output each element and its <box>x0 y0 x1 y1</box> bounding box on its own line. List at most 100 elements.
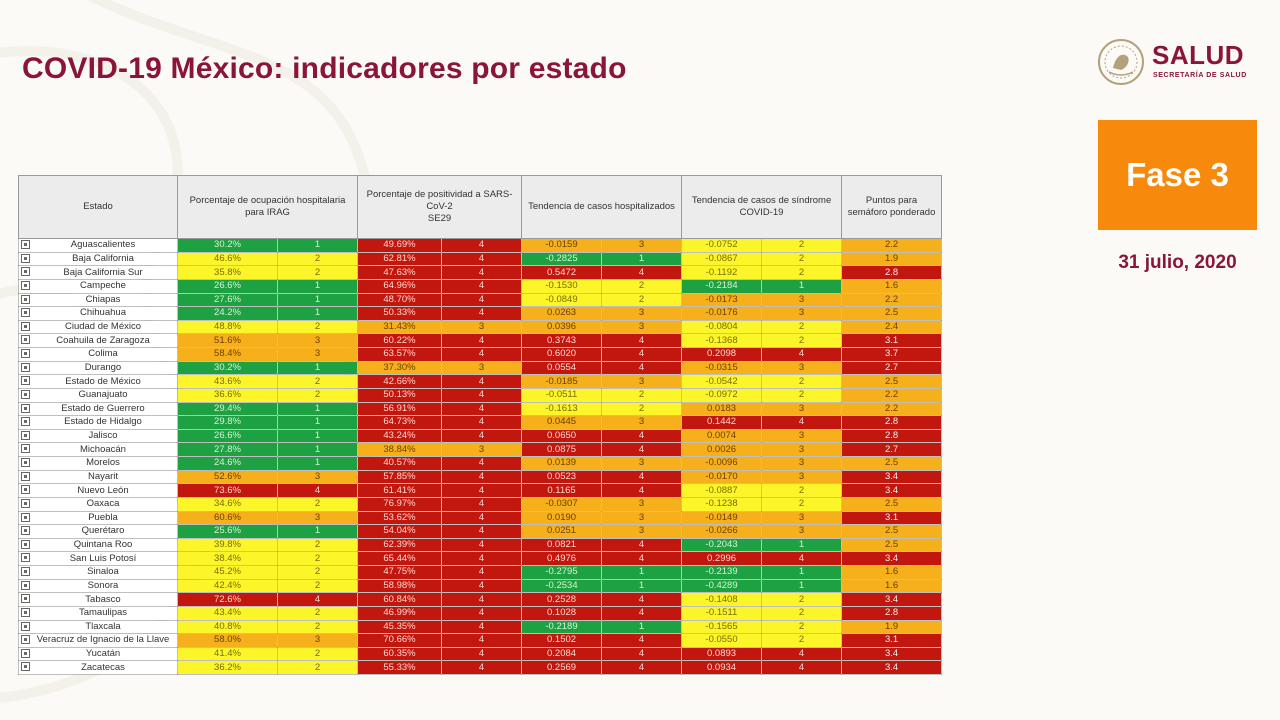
hospitalizados-score: 3 <box>601 306 683 321</box>
state-cell: Estado de México <box>18 374 178 389</box>
ocupacion-score: 1 <box>276 442 359 457</box>
sindrome-value: -0.0887 <box>681 483 763 498</box>
positividad-score: 4 <box>441 306 523 321</box>
sindrome-value: -0.0170 <box>681 469 763 485</box>
map-icon <box>21 498 30 508</box>
hospitalizados-value: -0.2189 <box>521 619 603 635</box>
ocupacion-score: 2 <box>276 578 359 594</box>
map-icon <box>21 376 30 386</box>
puntos-value: 2.8 <box>841 415 943 430</box>
table-row: Michoacán 27.8% 1 38.84% 3 0.0875 4 0.0026 3 2.7 <box>18 442 943 457</box>
puntos-value: 3.4 <box>841 469 943 485</box>
map-icon <box>21 607 30 617</box>
ocupacion-score: 1 <box>276 428 359 444</box>
map-icon <box>21 471 30 481</box>
positividad-score: 4 <box>441 415 523 430</box>
positividad-value: 46.99% <box>357 605 443 621</box>
puntos-value: 2.2 <box>841 387 943 403</box>
hospitalizados-score: 4 <box>601 360 683 376</box>
state-name: Nayarit <box>87 470 119 482</box>
positividad-score: 4 <box>441 496 523 512</box>
positividad-score: 4 <box>441 592 523 607</box>
sindrome-value: -0.2043 <box>681 537 763 553</box>
ocupacion-score: 2 <box>276 374 359 389</box>
positividad-score: 3 <box>441 442 523 457</box>
header-positividad-line1: Porcentaje de positividad a SARS- <box>366 189 513 200</box>
hospitalizados-value: 0.0523 <box>521 469 603 485</box>
positividad-value: 53.62% <box>357 510 443 526</box>
sindrome-score: 1 <box>761 578 843 594</box>
sindrome-value: -0.1565 <box>681 619 763 635</box>
positividad-value: 43.24% <box>357 428 443 444</box>
positividad-value: 64.96% <box>357 278 443 294</box>
state-cell: Durango <box>18 360 178 376</box>
positividad-score: 4 <box>441 633 523 648</box>
sindrome-score: 3 <box>761 360 843 376</box>
positividad-value: 60.35% <box>357 646 443 662</box>
positividad-value: 63.57% <box>357 347 443 362</box>
sindrome-score: 1 <box>761 278 843 294</box>
state-name: Jalisco <box>88 430 118 442</box>
table-row: Aguascalientes 30.2% 1 49.69% 4 -0.0159 3 -0.07… <box>18 238 943 253</box>
ocupacion-score: 2 <box>276 251 359 267</box>
ocupacion-value: 73.6% <box>177 483 278 498</box>
state-name: Tabasco <box>85 593 121 605</box>
header-ocupacion: Porcentaje de ocupación hospitalaria par… <box>176 175 359 239</box>
hospitalizados-value: 0.1502 <box>521 633 603 648</box>
positividad-value: 62.39% <box>357 537 443 553</box>
sindrome-value: -0.4289 <box>681 578 763 594</box>
state-name: Chihuahua <box>80 307 126 319</box>
sindrome-value: -0.0176 <box>681 306 763 321</box>
hospitalizados-value: 0.3743 <box>521 333 603 348</box>
map-icon <box>21 267 30 277</box>
header-positividad-line2: CoV-2 <box>426 201 453 212</box>
hospitalizados-score: 3 <box>601 415 683 430</box>
header-positividad-line3: SE29 <box>427 213 452 224</box>
table-row: Oaxaca 34.6% 2 76.97% 4 -0.0307 3 -0.1238 2 2.5 <box>18 496 943 512</box>
ocupacion-value: 43.6% <box>177 374 278 389</box>
puntos-value: 2.5 <box>841 306 943 321</box>
puntos-value: 2.8 <box>841 265 943 280</box>
table-row: Morelos 24.6% 1 40.57% 4 0.0139 3 -0.0096 3 2.5 <box>18 456 943 471</box>
positividad-score: 4 <box>441 401 523 417</box>
ocupacion-score: 2 <box>276 646 359 662</box>
map-icon <box>21 512 30 522</box>
ocupacion-score: 1 <box>276 456 359 471</box>
ocupacion-value: 29.4% <box>177 401 278 417</box>
state-cell: Zacatecas <box>18 660 178 675</box>
hospitalizados-value: -0.2825 <box>521 251 603 267</box>
state-cell: Guanajuato <box>18 387 178 403</box>
state-name: Yucatán <box>85 648 121 660</box>
puntos-value: 1.6 <box>841 565 943 580</box>
sindrome-value: -0.0752 <box>681 238 763 253</box>
sindrome-value: -0.2139 <box>681 565 763 580</box>
ocupacion-value: 43.4% <box>177 605 278 621</box>
positividad-value: 49.69% <box>357 238 443 253</box>
table-body: Aguascalientes 30.2% 1 49.69% 4 -0.0159 3 -0.07… <box>18 238 943 675</box>
positividad-score: 4 <box>441 278 523 294</box>
puntos-value: 2.5 <box>841 374 943 389</box>
state-name: Estado de México <box>65 375 141 387</box>
positividad-score: 4 <box>441 251 523 267</box>
positividad-value: 65.44% <box>357 551 443 566</box>
ocupacion-score: 1 <box>276 292 359 308</box>
sindrome-score: 2 <box>761 496 843 512</box>
hospitalizados-score: 3 <box>601 456 683 471</box>
ocupacion-value: 40.8% <box>177 619 278 635</box>
hospitalizados-score: 2 <box>601 292 683 308</box>
ocupacion-score: 3 <box>276 333 359 348</box>
sindrome-value: -0.0173 <box>681 292 763 308</box>
ocupacion-value: 36.6% <box>177 387 278 403</box>
ocupacion-value: 36.2% <box>177 660 278 675</box>
hospitalizados-score: 4 <box>601 551 683 566</box>
header-sindrome: Tendencia de casos de síndrome COVID-19 <box>681 175 843 239</box>
positividad-score: 4 <box>441 537 523 553</box>
sindrome-score: 3 <box>761 456 843 471</box>
sindrome-score: 1 <box>761 565 843 580</box>
positividad-value: 48.70% <box>357 292 443 308</box>
puntos-value: 3.1 <box>841 633 943 648</box>
ocupacion-value: 72.6% <box>177 592 278 607</box>
map-icon <box>21 553 30 563</box>
hospitalizados-score: 4 <box>601 660 683 675</box>
state-cell: Ciudad de México <box>18 319 178 335</box>
